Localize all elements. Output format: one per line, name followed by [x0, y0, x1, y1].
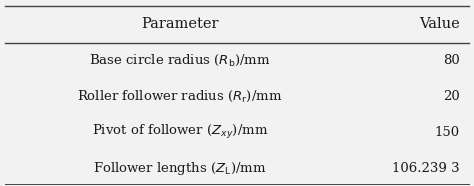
Text: Roller follower radius ($R_{\rm r}$)/mm: Roller follower radius ($R_{\rm r}$)/mm: [77, 89, 283, 104]
Text: 80: 80: [443, 54, 460, 67]
Text: Pivot of follower ($Z_{xy}$)/mm: Pivot of follower ($Z_{xy}$)/mm: [92, 123, 268, 141]
Text: 20: 20: [443, 90, 460, 103]
Text: Follower lengths ($Z_{\rm L}$)/mm: Follower lengths ($Z_{\rm L}$)/mm: [93, 160, 267, 177]
Text: Base circle radius ($R_{\rm b}$)/mm: Base circle radius ($R_{\rm b}$)/mm: [89, 53, 271, 68]
Text: Value: Value: [419, 17, 460, 31]
Text: 106.239 3: 106.239 3: [392, 162, 460, 175]
Text: Parameter: Parameter: [141, 17, 219, 31]
Text: 150: 150: [435, 126, 460, 139]
